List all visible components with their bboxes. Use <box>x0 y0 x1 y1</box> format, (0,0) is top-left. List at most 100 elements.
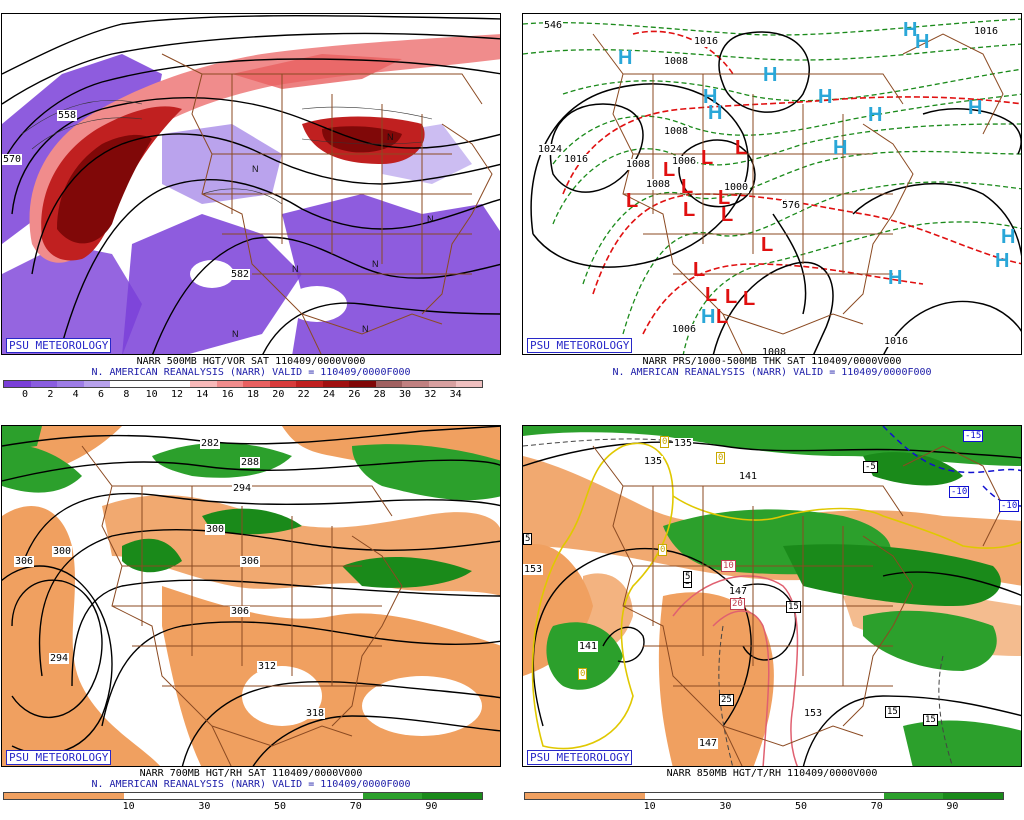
map-700mb-svg <box>2 426 500 766</box>
isobar-label: 1008 <box>625 159 652 170</box>
contour-label: 141 <box>738 471 759 482</box>
contour-label: 318 <box>305 708 326 719</box>
isobar-label: 1016 <box>973 26 1000 37</box>
low-pressure-marker: L <box>743 288 756 310</box>
colorbar-swatch <box>525 793 585 799</box>
colorbar-tick-label: 20 <box>272 389 285 400</box>
colorbar-tick-label: 90 <box>946 801 959 812</box>
contour-label: 153 <box>523 564 544 575</box>
contour-label: 141 <box>578 641 599 652</box>
colorbar-swatch <box>183 793 243 799</box>
colorbar-swatch <box>455 381 483 387</box>
colorbar-swatch <box>704 793 764 799</box>
colorbar-swatch <box>322 381 350 387</box>
low-pressure-marker: L <box>725 286 738 308</box>
temp-box: 5 <box>683 571 693 583</box>
thickness-label: 546 <box>543 20 564 31</box>
low-pressure-marker: L <box>721 204 734 226</box>
panel-valid-time: N. AMERICAN REANALYSIS (NARR) VALID = 11… <box>91 367 411 378</box>
high-pressure-marker: H <box>968 97 983 119</box>
psu-meteorology-label: PSU METEOROLOGY <box>527 338 633 353</box>
temp-box: 15 <box>923 714 938 726</box>
colorbar-tick-label: 0 <box>21 389 29 400</box>
colorbar <box>524 792 1004 800</box>
vort-min-marker: N <box>252 164 259 174</box>
colorbar-swatch <box>63 793 124 799</box>
isobar-label: 1016 <box>693 36 720 47</box>
contour-label: 582 <box>230 269 251 280</box>
colorbar-swatch <box>30 381 58 387</box>
map-850mb-svg <box>523 426 1021 766</box>
contour-label: 282 <box>200 438 221 449</box>
temp-box: -5 <box>863 461 878 473</box>
colorbar-swatch <box>189 381 217 387</box>
contour-label: 135 <box>643 456 664 467</box>
high-pressure-marker: H <box>763 64 778 86</box>
colorbar-tick-label: 4 <box>72 389 79 400</box>
colorbar-swatch <box>883 793 944 799</box>
isobar-label: 1000 <box>723 182 750 193</box>
high-pressure-marker: H <box>703 86 718 108</box>
panel-500mb-vorticity: N N N N N N N 558 582 570 PSU METEOROLOG… <box>1 13 501 408</box>
map-700mb: 282 288 294 300 306 300 294 306 312 318 … <box>1 425 501 767</box>
contour-label: 147 <box>728 586 749 597</box>
low-pressure-marker: L <box>626 190 639 212</box>
colorbar-tick-label: 16 <box>221 389 234 400</box>
colorbar-tick-label: 2 <box>47 389 54 400</box>
contour-label: 306 <box>230 606 251 617</box>
panel-title: NARR PRS/1000-500MB THK SAT 110409/0000V… <box>642 356 902 367</box>
temp-box: 0 <box>660 436 670 448</box>
colorbar <box>3 380 483 388</box>
thickness-label: 576 <box>781 200 802 211</box>
colorbar-swatch <box>943 793 1003 799</box>
temp-box: -15 <box>963 430 984 442</box>
isobar-label: 1024 <box>537 144 564 155</box>
map-500mb-svg <box>2 14 500 354</box>
vort-min-marker: N <box>427 214 434 224</box>
contour-label: 288 <box>240 457 261 468</box>
colorbar-swatch <box>83 381 111 387</box>
colorbar-swatch <box>375 381 403 387</box>
colorbar-swatch <box>243 793 303 799</box>
panel-title: NARR 500MB HGT/VOR SAT 110409/0000V000 <box>136 356 366 367</box>
vort-min-marker: N <box>232 329 239 339</box>
colorbar-tick-label: 50 <box>795 801 808 812</box>
colorbar-tick-label: 28 <box>373 389 386 400</box>
isobar-label: 1016 <box>563 154 590 165</box>
colorbar-swatch <box>349 381 376 387</box>
map-pressure-thickness: H H H H H H H H H H H H H H L L L L L L … <box>522 13 1022 355</box>
colorbar-tick-label: 10 <box>122 801 135 812</box>
colorbar-swatch <box>136 381 164 387</box>
colorbar-swatch <box>362 793 423 799</box>
isobar-label: 1006 <box>671 156 698 167</box>
vort-min-marker: N <box>372 259 379 269</box>
colorbar-swatch <box>402 381 429 387</box>
colorbar-swatch <box>296 381 323 387</box>
high-pressure-marker: H <box>701 306 716 328</box>
colorbar-swatch <box>764 793 824 799</box>
temp-box: 10 <box>721 560 736 572</box>
psu-meteorology-label: PSU METEOROLOGY <box>527 750 633 765</box>
contour-label: 300 <box>205 524 226 535</box>
colorbar-swatch <box>429 381 456 387</box>
colorbar-tick-label: 8 <box>123 389 130 400</box>
isobar-label: 1008 <box>761 347 788 354</box>
isobar-label: 1008 <box>645 179 672 190</box>
colorbar-swatch <box>302 793 363 799</box>
panel-pressure-thickness: H H H H H H H H H H H H H H L L L L L L … <box>522 13 1022 408</box>
colorbar-labels: 10 30 50 70 90 <box>524 801 1004 815</box>
panel-valid-time: N. AMERICAN REANALYSIS (NARR) VALID = 11… <box>612 367 932 378</box>
colorbar-swatch <box>57 381 84 387</box>
colorbar-swatch <box>216 381 244 387</box>
high-pressure-marker: H <box>995 250 1010 272</box>
low-pressure-marker: L <box>681 176 694 198</box>
contour-label: 306 <box>240 556 261 567</box>
high-pressure-marker: H <box>915 31 930 53</box>
colorbar-swatch <box>422 793 482 799</box>
colorbar-tick-label: 12 <box>170 389 184 400</box>
colorbar-tick-label: 30 <box>198 801 211 812</box>
colorbar-tick-label: 50 <box>274 801 287 812</box>
colorbar-tick-label: 32 <box>424 389 437 400</box>
temp-box: 20 <box>730 598 745 610</box>
colorbar-swatch <box>823 793 884 799</box>
